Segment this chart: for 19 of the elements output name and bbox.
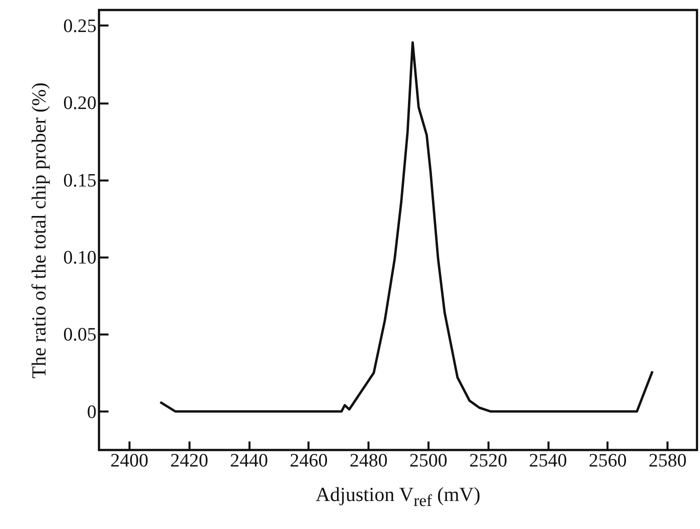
x-tick-label: 2580 bbox=[648, 450, 687, 472]
x-tick-label: 2400 bbox=[110, 450, 148, 472]
x-tick-label: 2460 bbox=[290, 450, 328, 472]
y-tick-label: 0.15 bbox=[63, 170, 96, 192]
line-series bbox=[159, 41, 654, 413]
x-tick-label: 2540 bbox=[529, 450, 567, 472]
x-tick-label: 2520 bbox=[469, 450, 508, 472]
x-tick-label: 2440 bbox=[230, 450, 268, 472]
x-tick-label: 2500 bbox=[409, 450, 448, 472]
y-tick-label: 0.20 bbox=[63, 93, 96, 114]
y-tick-label: 0.05 bbox=[63, 324, 96, 346]
y-tick-label: 0 bbox=[87, 402, 96, 423]
y-tick-label: 0.25 bbox=[63, 16, 96, 37]
x-tick-label: 2560 bbox=[588, 450, 627, 472]
y-axis-title: The ratio of the total chip prober (%) bbox=[28, 82, 50, 378]
y-tick-label: 0.10 bbox=[63, 248, 96, 269]
x-axis-title: Adjustion V$_{ref}$ (mV) bbox=[314, 484, 482, 511]
x-tick-label: 2480 bbox=[350, 450, 388, 472]
x-tick-label: 2420 bbox=[170, 450, 208, 472]
